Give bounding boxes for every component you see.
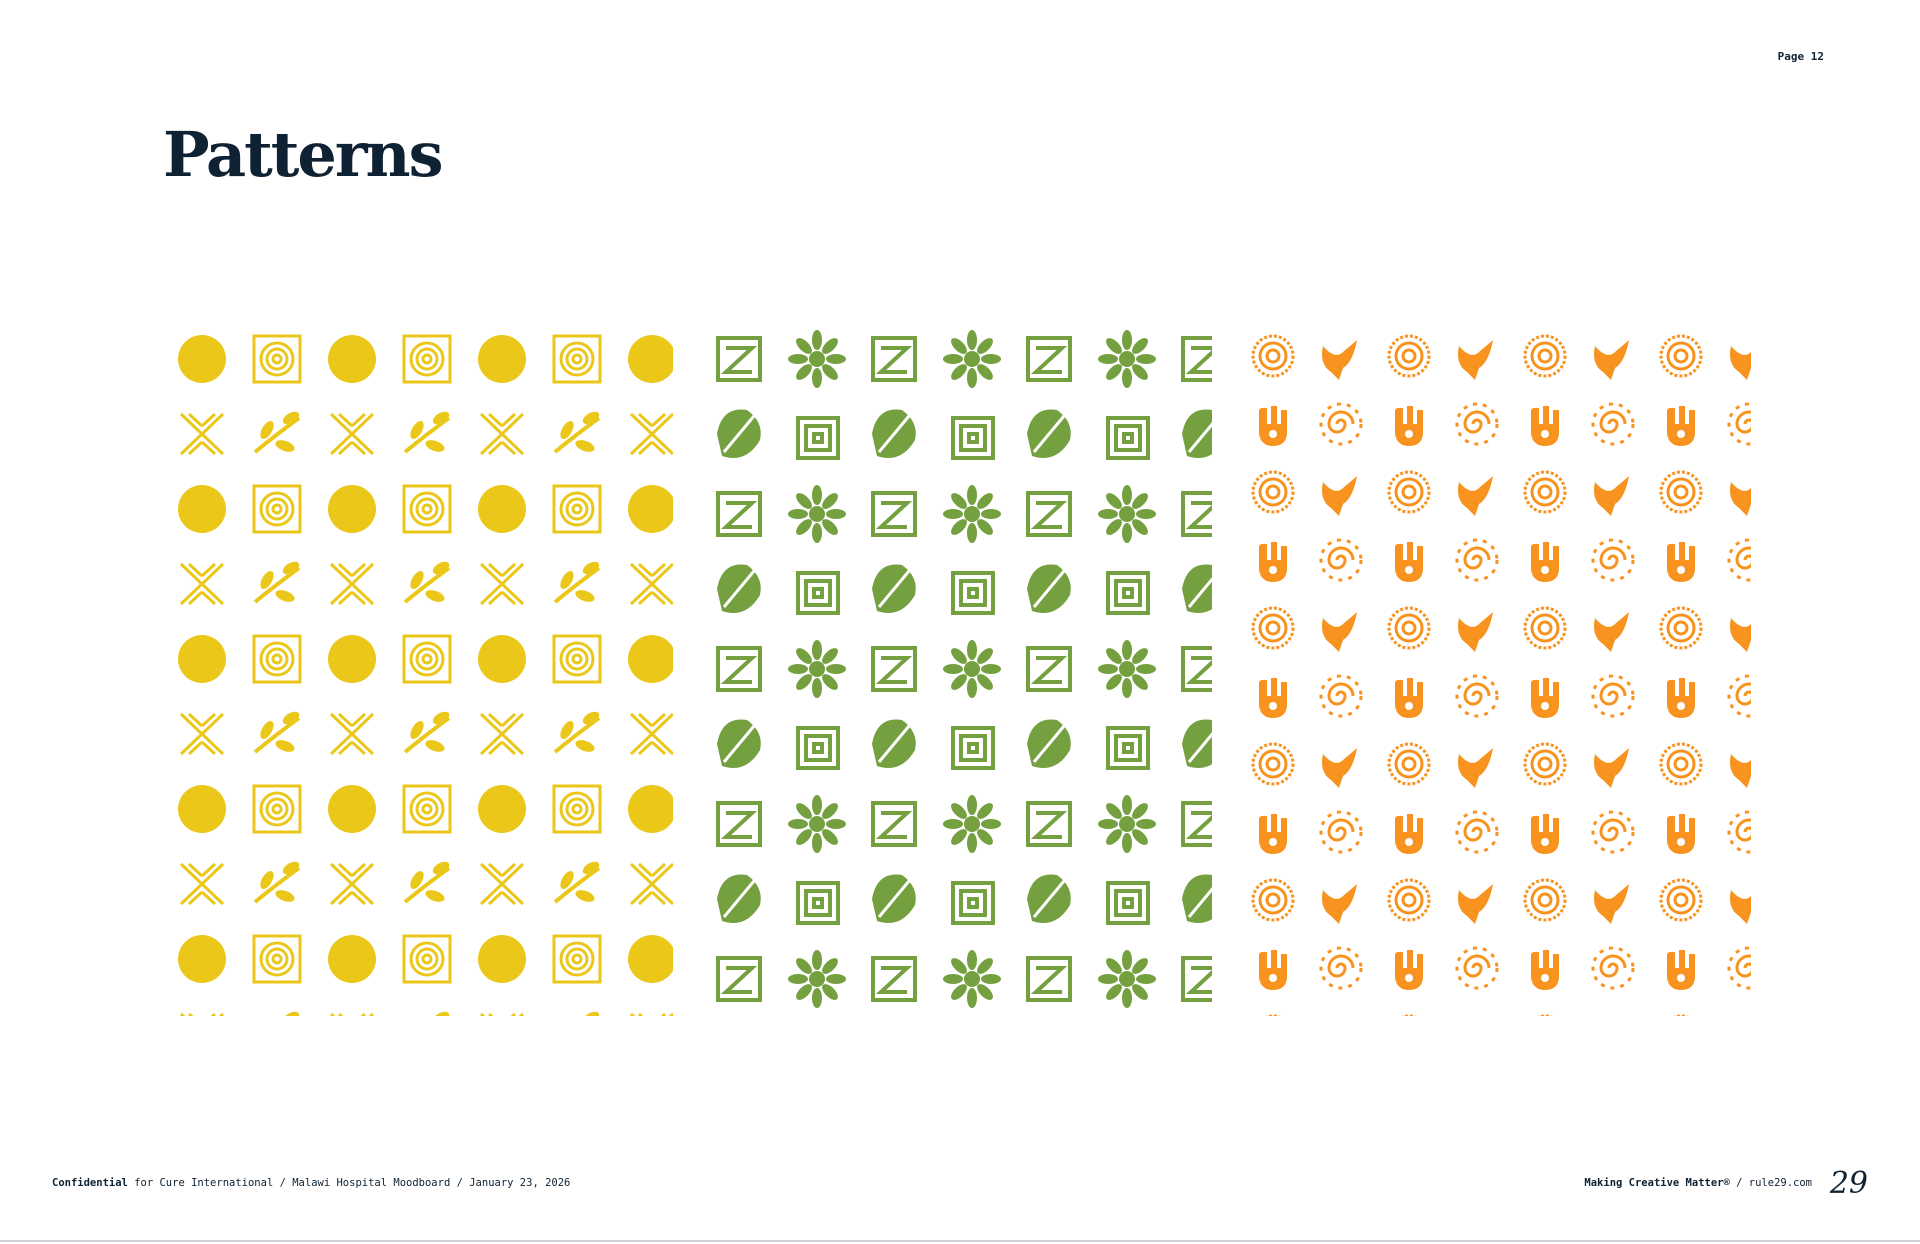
orange-pattern [1239, 322, 1751, 1016]
logo: 29 [1829, 1166, 1868, 1201]
page-number: Page 12 [1777, 50, 1824, 63]
yellow-pattern [165, 322, 673, 1016]
footer-site: / rule29.com [1736, 1177, 1812, 1189]
footer-text: for Cure International / Malawi Hospital… [134, 1177, 571, 1189]
bottom-rule [0, 1240, 1920, 1242]
green-pattern [702, 322, 1212, 1016]
footer-tagline: Making Creative Matter® [1584, 1177, 1730, 1189]
footer-left: Confidential for Cure International / Ma… [52, 1177, 570, 1189]
footer-label: Confidential [52, 1177, 128, 1189]
footer-right: Making Creative Matter® / rule29.com [1584, 1177, 1812, 1189]
title: Patterns [163, 118, 443, 191]
